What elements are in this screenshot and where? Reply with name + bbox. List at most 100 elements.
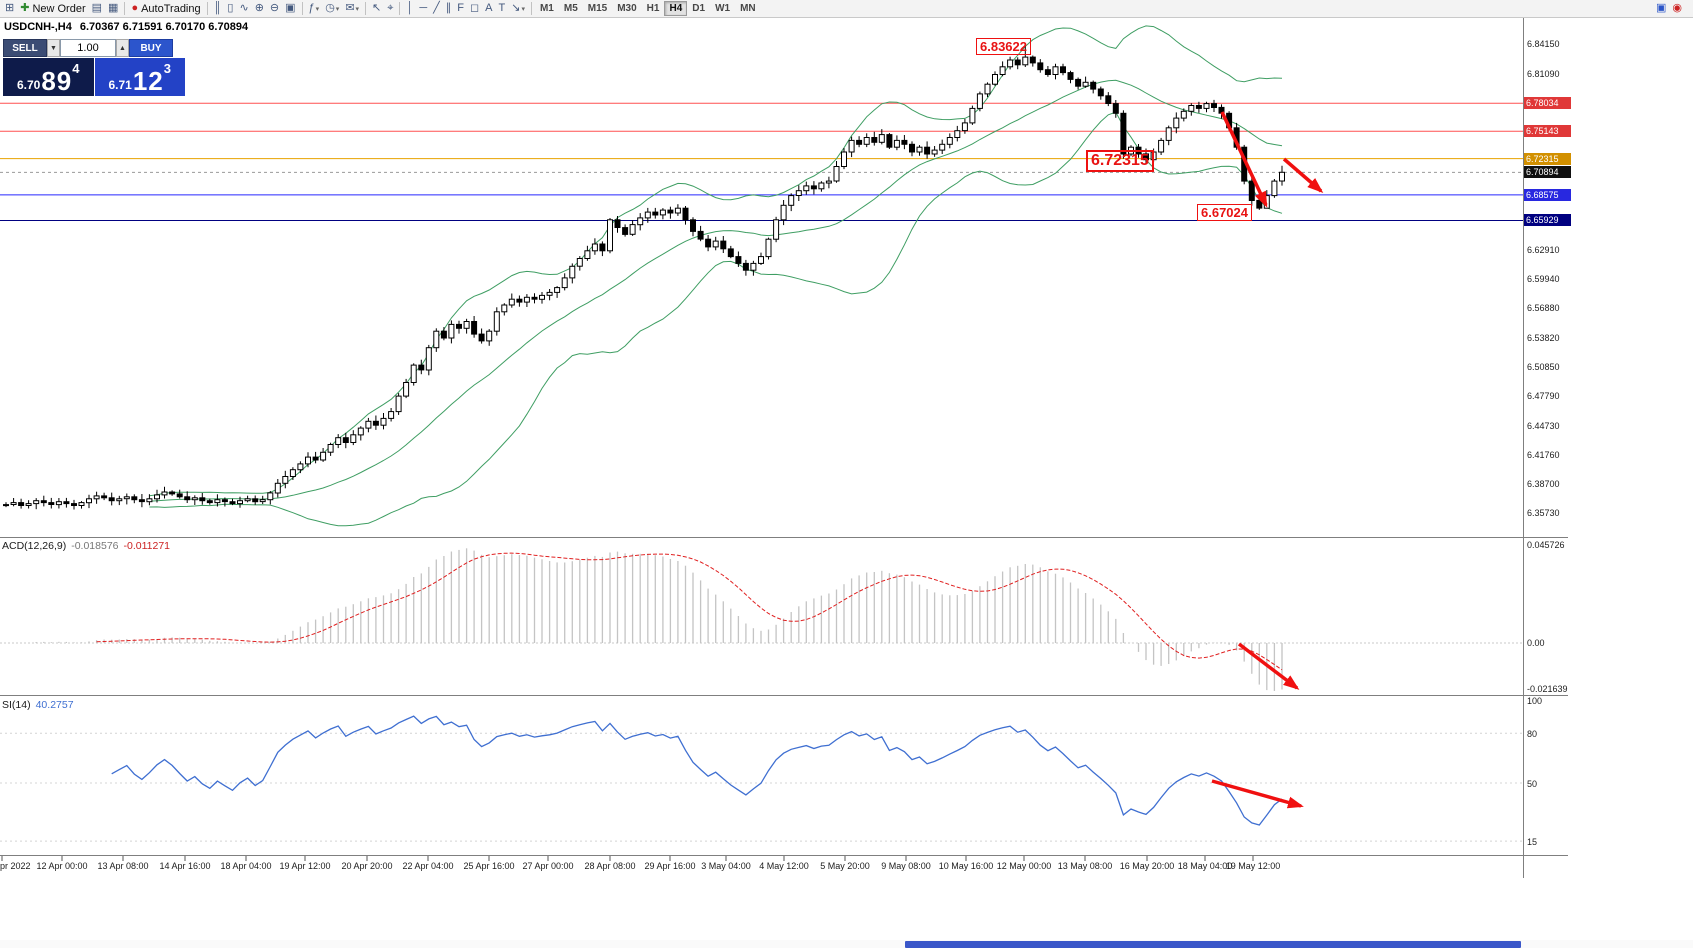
chart-shift-icon[interactable]: ▣ [1653,1,1669,16]
horizontal-line-icon: ─ [419,2,428,14]
buy-price-panel[interactable]: 6.71 12 3 [94,58,185,96]
buy-button[interactable]: BUY [129,39,173,57]
chevron-down-icon: ▾ [355,5,360,13]
timeframe-m30-button[interactable]: M30 [617,3,637,14]
market-watch-icon: ▤ [91,2,103,14]
line-chart-icon: ∿ [239,2,249,14]
toolbar-right-group: ▣ ◉ [1653,1,1685,16]
channel-icon[interactable]: ∥ [443,1,455,16]
price-annotation[interactable]: 6.72315 [1086,150,1154,172]
sell-button[interactable]: SELL [3,39,47,57]
time-axis-ticks [1,856,1254,861]
new-order-button: ✚ [20,2,30,14]
toolbar-separator [399,2,401,15]
trend-arrows[interactable] [1211,111,1324,809]
horizontal-line-icon[interactable]: ─ [416,1,430,16]
templates-button: ✉ [345,2,355,14]
autotrading-button[interactable]: ● AutoTrading [128,1,203,16]
chevron-down-icon: ▾ [315,5,320,13]
crosshair-icon[interactable]: ⌖ [384,1,396,16]
price-annotation[interactable]: 6.83622 [976,38,1031,55]
tile-windows-icon: ▣ [285,2,296,14]
vertical-line-icon: │ [406,2,414,14]
price-panels-row: 6.70 89 4 6.71 12 3 [3,58,185,96]
sell-price-panel[interactable]: 6.70 89 4 [3,58,94,96]
arrows-tool-icon: ↘ [511,2,521,14]
lot-increase-button[interactable]: ▲ [116,39,129,57]
channel-icon: ∥ [445,2,452,14]
timeframe-h1-button[interactable]: H1 [646,3,660,14]
tile-windows-icon[interactable]: ▣ [282,1,298,16]
timeframe-m1-button[interactable]: M1 [539,3,554,14]
cursor-icon[interactable]: ↖ [369,1,384,16]
line-chart-icon[interactable]: ∿ [236,1,251,16]
rsi-value: 40.2757 [35,699,74,711]
new-chart-icon[interactable]: ⊞ [2,1,17,16]
horizontal-level-lines[interactable] [0,102,1523,221]
sell-price-sup: 4 [72,61,80,76]
sell-price-big: 89 [41,66,73,96]
macd-value-2: -0.011271 [123,540,171,552]
cursor-icon: ↖ [372,2,382,14]
lot-size-input[interactable] [60,39,116,57]
price-annotation[interactable]: 6.67024 [1197,204,1252,221]
text-label-icon: T [498,2,506,14]
toolbar-separator [365,2,367,15]
timeframe-m5-button[interactable]: M5 [563,3,578,14]
vertical-line-icon[interactable]: │ [403,1,416,16]
fibonacci-icon: F [457,2,464,14]
zoom-out-icon: ⊖ [269,2,280,14]
chevron-down-icon: ▾ [521,5,525,13]
horizontal-scrollbar-thumb[interactable] [905,941,1521,948]
chart-title: USDCNH-,H4 6.70367 6.71591 6.70170 6.7089… [4,21,248,33]
bollinger-bands [149,25,1283,527]
zoom-out-icon[interactable]: ⊖ [267,1,282,16]
panel-separators[interactable] [0,18,1568,878]
timeframe-mn-button[interactable]: MN [740,3,756,14]
rsi-indicator-label: SI(14) 40.2757 [2,699,74,711]
crosshair-icon: ⌖ [387,2,394,14]
new-chart-icon: ⊞ [5,2,15,14]
data-window-icon[interactable]: ▦ [105,1,121,16]
text-label-icon[interactable]: T [495,1,508,16]
rsi-name: SI(14) [2,699,31,711]
horizontal-scrollbar[interactable] [0,940,1693,948]
candlestick-chart-icon[interactable]: ▯ [224,1,236,16]
timeframe-m15-button[interactable]: M15 [587,3,608,14]
new-order-button[interactable]: ✚ New Order [17,1,88,16]
text-icon[interactable]: A [482,1,495,16]
buy-price-base: 6.71 [108,78,132,92]
indicators-button: ƒ [308,2,315,14]
toolbar-separator [124,2,126,15]
bar-chart-icon[interactable]: ║ [211,1,225,16]
chevron-down-icon: ▾ [335,5,340,13]
fibonacci-icon[interactable]: F [454,1,467,16]
indicators-button[interactable]: ƒ ▾ [306,1,323,16]
market-watch-icon[interactable]: ▤ [89,1,105,16]
shapes-icon[interactable]: ◻ [467,1,482,16]
one-click-trading-panel: SELL ▼ ▲ BUY 6.70 89 4 6.71 12 3 [3,39,185,96]
bar-chart-icon: ║ [213,2,222,14]
toolbar-separator [301,2,303,15]
lot-decrease-button[interactable]: ▼ [47,39,60,57]
timeframe-w1-button[interactable]: W1 [715,3,731,14]
periods-button: ◷ [325,2,335,14]
zoom-in-icon[interactable]: ⊕ [252,1,267,16]
autotrading-button-label: AutoTrading [141,2,201,15]
record-icon[interactable]: ◉ [1669,1,1685,16]
chart-symbol-period: USDCNH-,H4 [4,21,72,33]
text-icon: A [485,2,493,14]
arrows-tool-icon[interactable]: ↘ ▾ [508,1,528,16]
macd-indicator [0,548,1523,691]
macd-name: ACD(12,26,9) [2,540,67,552]
trendline-icon[interactable]: ╱ [430,1,443,16]
timeframe-d1-button[interactable]: D1 [692,3,706,14]
chart-ohlc-values: 6.70367 6.71591 6.70170 6.70894 [79,21,249,33]
periods-button[interactable]: ◷ ▾ [322,1,342,16]
trade-controls-row: SELL ▼ ▲ BUY [3,39,185,57]
timeframe-h4-button[interactable]: H4 [664,1,688,16]
rsi-indicator [0,715,1523,842]
templates-button[interactable]: ✉ ▾ [342,1,362,16]
